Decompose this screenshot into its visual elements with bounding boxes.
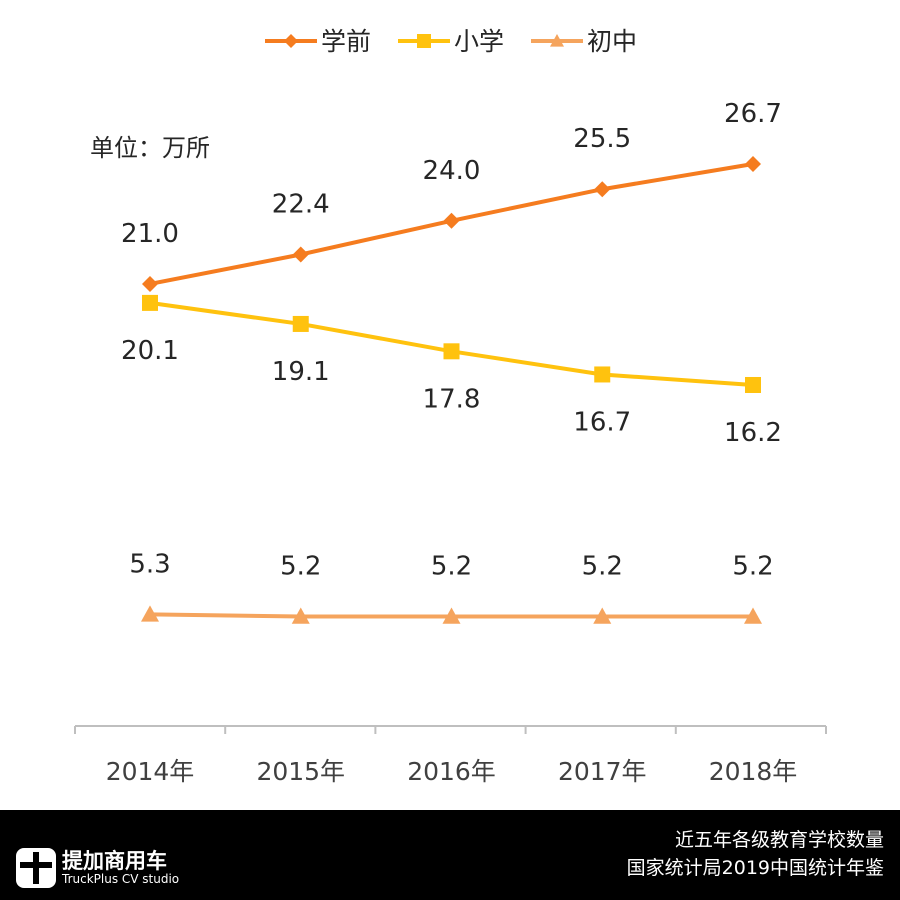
diamond-marker <box>292 246 309 263</box>
source-citation: 国家统计局2019中国统计年鉴 <box>626 857 884 879</box>
legend-label: 小学 <box>454 27 504 56</box>
series-3: 5.3 5.2 5.2 5.2 5.2 <box>129 549 774 624</box>
data-label: 22.4 <box>272 189 330 219</box>
legend-item-1: 学前 <box>265 27 371 56</box>
diamond-marker <box>284 34 298 48</box>
triangle-marker <box>291 607 310 624</box>
data-label: 21.0 <box>121 219 179 249</box>
x-tick-label: 2014年 <box>106 757 195 786</box>
legend-item-3: 初中 <box>531 27 637 56</box>
x-tick-label: 2015年 <box>256 757 345 786</box>
data-label: 16.2 <box>724 418 782 448</box>
diamond-marker <box>745 155 761 172</box>
data-label: 5.2 <box>280 552 321 582</box>
triangle-marker <box>593 607 612 624</box>
unit-label: 单位：万所 <box>90 134 210 162</box>
square-marker <box>443 343 460 360</box>
triangle-marker <box>141 605 159 622</box>
data-label: 25.5 <box>573 124 631 154</box>
legend-label: 初中 <box>587 27 637 56</box>
data-label: 19.1 <box>272 357 330 387</box>
triangle-marker <box>442 607 461 624</box>
logo-name-en: TruckPlus CV studio <box>62 872 180 886</box>
x-tick-label: 2016年 <box>407 757 496 786</box>
legend-item-2: 小学 <box>398 27 504 56</box>
series-1: 21.0 22.4 24.0 25.5 26.7 <box>121 99 782 292</box>
triangle-marker <box>744 607 762 624</box>
data-label: 5.2 <box>732 552 773 582</box>
data-label: 16.7 <box>573 407 631 437</box>
square-marker <box>142 294 158 311</box>
square-marker <box>417 34 431 48</box>
source-text: 近五年各级教育学校数量 国家统计局2019中国统计年鉴 <box>627 826 884 882</box>
square-marker <box>292 315 309 332</box>
data-label: 5.2 <box>582 552 623 582</box>
line-chart: 2014年 2015年 2016年 2017年 2018年 单位：万所 21.0 22.4 24… <box>74 27 827 786</box>
data-label: 24.0 <box>423 156 481 186</box>
data-label: 20.1 <box>121 336 179 366</box>
x-tick-label: 2017年 <box>558 757 647 786</box>
triangle-marker <box>550 34 564 47</box>
source-title: 近五年各级教育学校数量 <box>674 829 884 851</box>
data-label: 17.8 <box>423 384 481 414</box>
footer-bar: 提加商用车 TruckPlus CV studio 近五年各级教育学校数量 国家… <box>0 810 900 900</box>
series-2: 20.1 19.1 17.8 16.7 16.2 <box>121 294 782 448</box>
data-label: 5.2 <box>431 552 472 582</box>
diamond-marker <box>594 181 611 198</box>
x-tick-label: 2018年 <box>709 757 798 786</box>
square-marker <box>745 376 761 393</box>
brand-logo: 提加商用车 TruckPlus CV studio <box>16 848 179 888</box>
diamond-marker <box>443 212 460 229</box>
logo-name-cn: 提加商用车 <box>62 849 167 873</box>
data-label: 26.7 <box>724 99 782 129</box>
square-marker <box>594 366 611 383</box>
logo-icon <box>16 848 56 888</box>
diamond-marker <box>142 275 158 292</box>
data-label: 5.3 <box>129 549 170 579</box>
legend-label: 学前 <box>321 27 371 56</box>
